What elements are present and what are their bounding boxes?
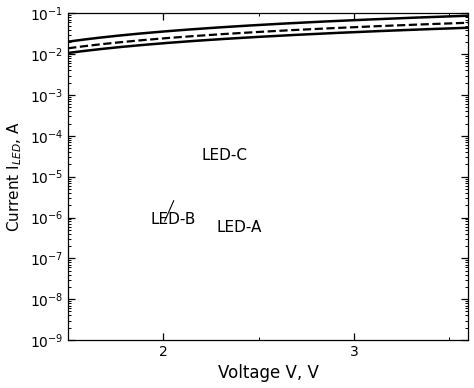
- Line: LED-A: LED-A: [68, 28, 474, 53]
- LED-A: [91, 48, 96, 52]
- Line: LED-B: LED-B: [68, 16, 474, 42]
- Text: LED-C: LED-C: [201, 149, 247, 163]
- LED-C: [376, 24, 382, 28]
- LED-C: [418, 22, 424, 27]
- LED-B: [327, 19, 332, 24]
- LED-B: [91, 36, 96, 41]
- LED-C: [303, 27, 309, 32]
- LED-A: [376, 29, 382, 33]
- LED-B: [314, 19, 320, 24]
- X-axis label: Voltage V, V: Voltage V, V: [218, 364, 319, 383]
- LED-B: [418, 15, 424, 20]
- LED-A: [303, 32, 309, 37]
- LED-A: [418, 27, 424, 32]
- Y-axis label: Current I$_{LED}$, A: Current I$_{LED}$, A: [6, 121, 24, 232]
- LED-C: [327, 26, 332, 31]
- LED-A: [65, 51, 71, 55]
- Line: LED-C: LED-C: [68, 23, 474, 48]
- LED-A: [327, 31, 332, 36]
- LED-C: [65, 46, 71, 50]
- Text: LED-B: LED-B: [150, 212, 195, 227]
- LED-A: [314, 31, 320, 36]
- LED-C: [314, 26, 320, 31]
- LED-C: [91, 43, 96, 47]
- LED-B: [65, 39, 71, 44]
- Text: LED-A: LED-A: [217, 220, 262, 235]
- LED-B: [376, 17, 382, 21]
- LED-B: [303, 20, 309, 25]
